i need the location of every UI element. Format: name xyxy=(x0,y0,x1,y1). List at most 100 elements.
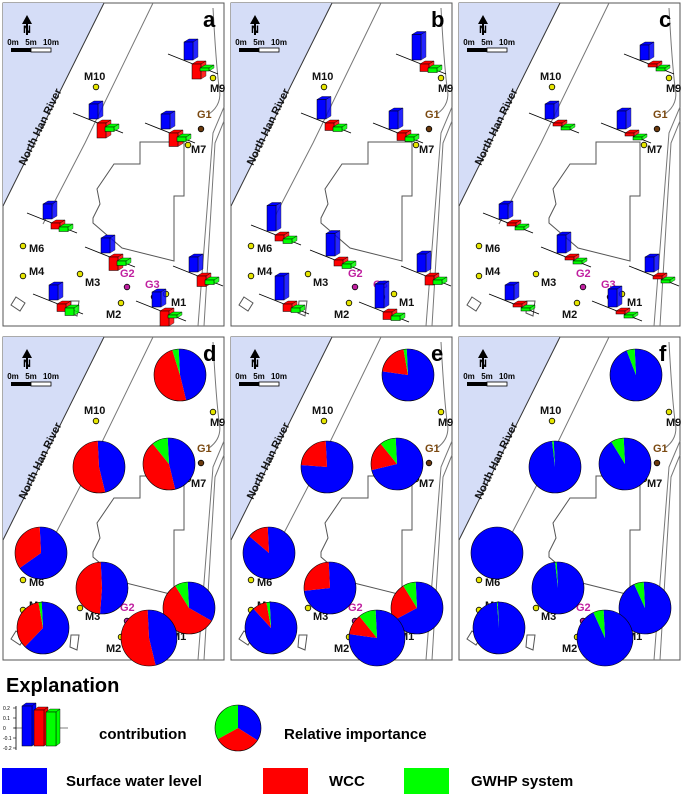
pie-slice xyxy=(76,562,102,614)
pie-slice xyxy=(24,602,70,654)
well-marker-g2 xyxy=(351,283,359,291)
pie-slice xyxy=(121,610,156,666)
bar-surface-water-level xyxy=(556,234,567,254)
well-marker-m3 xyxy=(76,604,84,612)
panel-letter: f xyxy=(659,341,667,366)
pie-slice xyxy=(178,349,207,401)
pie-slice xyxy=(187,582,215,621)
bar-wcc xyxy=(382,311,393,320)
bar-surface-water-level xyxy=(644,256,655,273)
pie-slice xyxy=(371,443,397,471)
bar-wcc xyxy=(282,303,293,312)
pie-slice xyxy=(147,610,178,666)
bar-side xyxy=(109,234,116,254)
axis-tick-label: 0.2 xyxy=(3,706,10,712)
contribution-bars-m1 xyxy=(172,253,224,287)
axis-tick-label: 0 xyxy=(3,726,6,732)
bar-gwhp-system xyxy=(167,314,178,319)
legend-item-label: WCC xyxy=(329,773,365,790)
importance-pie-m3 xyxy=(303,561,357,615)
bar-surface-water-level xyxy=(607,288,618,308)
bar-side xyxy=(283,272,290,301)
bar-gwhp-system xyxy=(104,126,115,132)
well-label-m9: M9 xyxy=(666,417,681,429)
well-marker-m4 xyxy=(247,272,255,280)
pie-slice xyxy=(100,562,129,614)
well-label-m9: M9 xyxy=(666,83,681,95)
bar-side xyxy=(383,280,390,309)
bar-gwhp-system xyxy=(427,67,438,73)
scale-label: 0m xyxy=(7,372,19,381)
bar-surface-water-level xyxy=(151,291,162,308)
bar-side xyxy=(192,38,199,61)
well-marker-g2 xyxy=(123,283,131,291)
bar-wcc xyxy=(196,275,207,287)
bar-wcc xyxy=(419,63,430,72)
scale-label: 10m xyxy=(271,38,287,47)
bar-gwhp-system xyxy=(64,307,75,316)
bar-wcc xyxy=(506,222,517,227)
scale-label: 5m xyxy=(481,372,493,381)
bar-wcc xyxy=(159,310,170,327)
bar-gwhp-system xyxy=(660,279,671,284)
contribution-bars-ne xyxy=(395,31,447,75)
contribution-bars-m7 xyxy=(600,107,652,144)
bar-gwhp-system xyxy=(58,226,69,232)
importance-pie-m6 xyxy=(470,526,524,580)
bar-surface-water-level xyxy=(88,103,99,120)
bar-surface-water-level xyxy=(266,205,277,232)
well-marker-m10 xyxy=(92,417,100,425)
importance-pie-m2 xyxy=(348,609,406,667)
scale-bar: 0m 5m 10m xyxy=(235,372,287,387)
well-marker-m3 xyxy=(304,604,312,612)
bar-gwhp-system xyxy=(290,307,301,313)
well-marker-m2 xyxy=(345,299,353,307)
legend-swatch-gwhp-system xyxy=(404,768,449,794)
north-label: N xyxy=(251,24,259,36)
well-label-m7: M7 xyxy=(191,478,206,490)
contribution-bars-m4 xyxy=(32,281,84,316)
well-marker-m4 xyxy=(475,272,483,280)
well-marker-g1 xyxy=(425,125,433,133)
pie-slice xyxy=(253,602,271,628)
well-marker-g2 xyxy=(579,283,587,291)
scale-label: 0m xyxy=(235,372,247,381)
well-marker-m3 xyxy=(532,270,540,278)
well-label-m9: M9 xyxy=(438,83,453,95)
axis-tick-label: -0.2 xyxy=(3,746,12,752)
well-marker-m3 xyxy=(304,270,312,278)
contribution-bars-m3 xyxy=(309,230,361,271)
well-label-m10: M10 xyxy=(84,405,105,417)
north-arrow: N xyxy=(478,349,488,370)
importance-pie-m6 xyxy=(242,526,296,580)
pie-slice xyxy=(143,443,176,490)
well-marker-m6 xyxy=(475,576,483,584)
well-label-g3: G3 xyxy=(145,279,160,291)
contribution-bars-m10 xyxy=(72,100,124,139)
scale-label: 0m xyxy=(463,372,475,381)
well-label-m4: M4 xyxy=(485,266,501,278)
scale-label: 10m xyxy=(499,38,515,47)
bar-wcc xyxy=(191,63,202,80)
pie-slice xyxy=(531,562,584,614)
bar-wcc xyxy=(615,310,626,315)
well-marker-m9 xyxy=(665,74,673,82)
contribution-bars-m3 xyxy=(540,231,592,268)
well-marker-m6 xyxy=(19,242,27,250)
pie-slice xyxy=(529,441,582,493)
well-marker-m9 xyxy=(209,408,217,416)
map-panel-d: North Han RiverN0m5m10mdM10M9G1M7M6M4M3G… xyxy=(2,336,225,667)
bar-gwhp-system xyxy=(520,307,531,312)
pie-slice xyxy=(238,705,262,741)
bar-gwhp-system xyxy=(655,67,666,72)
importance-label: Relative importance xyxy=(284,726,427,743)
bar-surface-water-level xyxy=(42,203,53,220)
pie-slice xyxy=(349,610,406,666)
well-label-m6: M6 xyxy=(257,577,272,589)
pie-slice xyxy=(552,441,555,467)
pie-slice xyxy=(266,602,271,628)
north-arrow: N xyxy=(22,349,32,370)
well-label-m6: M6 xyxy=(485,243,500,255)
